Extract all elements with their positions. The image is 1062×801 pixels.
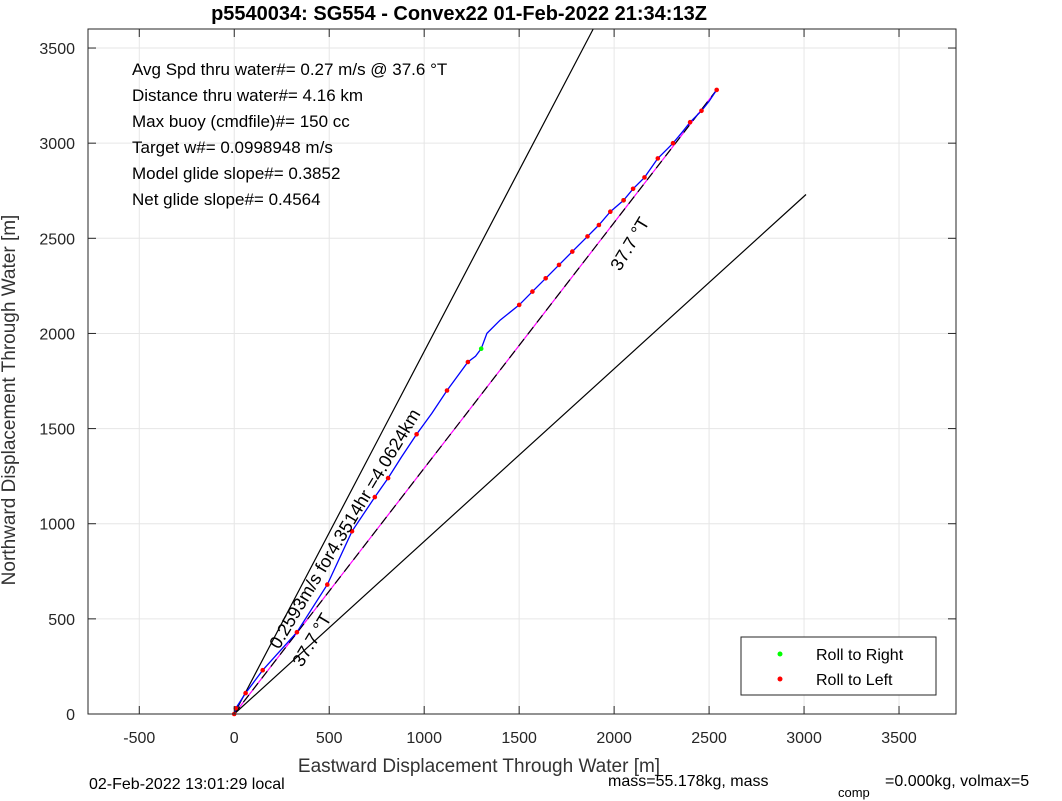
legend-box: [740, 636, 937, 696]
legend-label-roll-left: Roll to Left: [816, 672, 893, 689]
roll-left-point: [687, 119, 693, 125]
roll-left-point: [444, 388, 450, 393]
x-tick-label: -500: [123, 730, 155, 747]
x-tick-label: 1500: [501, 730, 537, 747]
y-tick-label: 1500: [39, 422, 75, 439]
y-tick-label: 0: [66, 707, 75, 724]
roll-left-point: [530, 289, 535, 294]
roll-left-point: [260, 667, 266, 673]
info-line: Distance thru water#= 4.16 km: [132, 86, 363, 105]
info-line: Avg Spd thru water#= 0.27 m/s @ 37.6 °T: [132, 60, 447, 79]
x-tick-label: 3000: [786, 730, 822, 747]
roll-left-point: [630, 186, 636, 192]
roll-left-point: [243, 690, 248, 696]
y-tick-label: 1000: [39, 517, 75, 534]
series-line-6: [233, 194, 807, 715]
x-tick-label: 500: [316, 730, 343, 747]
roll-left-point: [385, 475, 391, 481]
legend-label-roll-right: Roll to Right: [816, 647, 904, 664]
y-tick-label: 500: [48, 612, 75, 629]
roll-left-point: [642, 175, 647, 180]
roll-left-point: [655, 156, 661, 161]
info-line: Target w#= 0.0998948 m/s: [132, 138, 333, 157]
roll-left-point: [621, 198, 626, 203]
roll-left-point: [556, 262, 562, 268]
info-line: Max buoy (cmdfile)#= 150 cc: [132, 112, 350, 131]
roll-left-point: [294, 629, 300, 635]
roll-left-point: [349, 529, 355, 534]
roll-left-point: [714, 87, 719, 93]
x-tick-label: 2500: [691, 730, 727, 747]
roll-left-point: [414, 432, 419, 437]
axis-ticks: -500 0 500 1000 1500 2000 2500 3000 3500 0 500 1000…: [39, 29, 956, 747]
info-line: Net glide slope#= 0.4564: [132, 190, 321, 209]
footer-mass-comp-subscript: comp: [838, 785, 870, 800]
roll-left-point: [516, 302, 522, 308]
footer-local-time: 02-Feb-2022 13:01:29 local: [89, 776, 285, 793]
y-tick-label: 2500: [39, 231, 75, 248]
roll-left-point: [325, 582, 330, 587]
plot-area: [88, 29, 956, 714]
roll-left-point: [670, 140, 676, 146]
x-tick-label: 1000: [406, 730, 442, 747]
legend-marker-roll-right: [777, 651, 783, 657]
roll-left-point: [596, 222, 602, 228]
legend: Roll to Right Roll to Left: [740, 636, 937, 696]
y-tick-label: 3000: [39, 136, 75, 153]
series-markers: [231, 87, 719, 717]
roll-left-point: [585, 234, 590, 239]
footer-mass-comp-volmax: =0.000kg, volmax=5: [885, 773, 1029, 790]
x-tick-label: 0: [230, 730, 239, 747]
roll-left-point: [570, 249, 575, 254]
roll-right-point: [478, 346, 484, 352]
roll-left-point: [608, 209, 613, 214]
series-line-5: [233, 28, 594, 715]
x-axis-label: Eastward Displacement Through Water [m]: [298, 756, 660, 777]
info-line: Model glide slope#= 0.3852: [132, 164, 340, 183]
y-tick-label: 2000: [39, 326, 75, 343]
info-text-block: Avg Spd thru water#= 0.27 m/s @ 37.6 °T D…: [132, 60, 447, 209]
y-axis-label: Northward Displacement Through Water [m]: [0, 215, 20, 586]
x-tick-label: 3500: [881, 730, 917, 747]
roll-left-point: [372, 494, 378, 500]
legend-marker-roll-left: [777, 676, 783, 682]
plot-frame: [87, 28, 957, 715]
roll-left-point: [543, 276, 548, 281]
footer-mass: mass=55.178kg, mass: [608, 773, 769, 790]
roll-left-point: [699, 108, 704, 114]
series-dashed-4: [233, 89, 718, 715]
roll-left-point: [465, 359, 471, 365]
x-tick-label: 2000: [596, 730, 632, 747]
y-tick-label: 3500: [39, 41, 75, 58]
chart-title: p5540034: SG554 - Convex22 01-Feb-2022 2…: [211, 3, 707, 25]
